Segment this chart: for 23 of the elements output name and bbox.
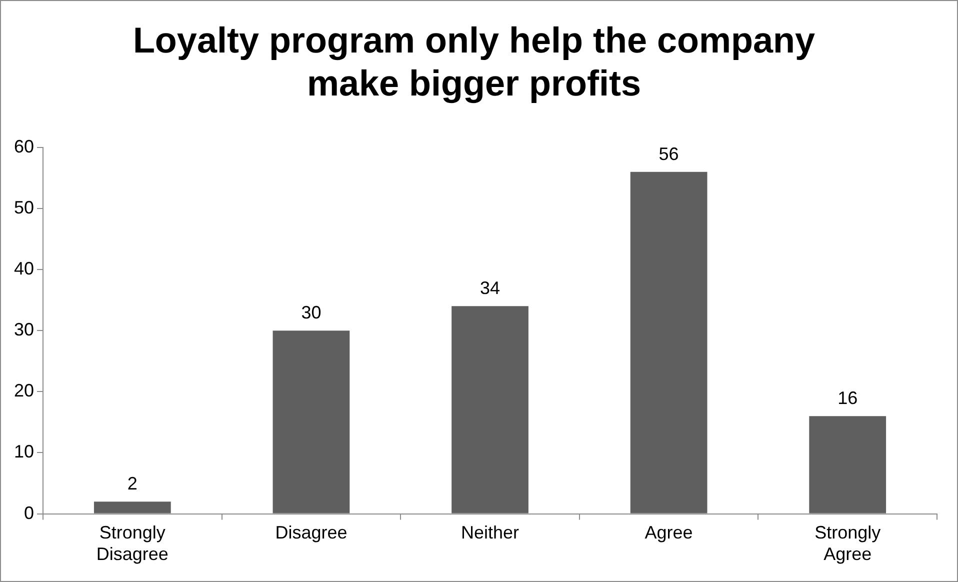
bar [94,502,171,514]
y-tick-label: 50 [14,197,34,218]
x-tick-label: Strongly Agree [814,522,881,564]
x-tick-label: Strongly Disagree [96,522,168,564]
bar [809,416,886,514]
y-tick-label: 20 [14,380,34,401]
data-label: 56 [658,144,679,164]
data-label: 34 [480,278,500,298]
y-tick-label: 10 [14,442,34,462]
y-tick-label: 60 [14,136,34,156]
bar [630,172,708,514]
data-label: 30 [301,302,322,323]
bar [272,330,350,514]
bar [452,306,528,514]
data-label: 16 [838,388,858,408]
y-tick-label: 40 [14,258,34,278]
x-tick-label: Disagree [275,522,348,543]
x-tick-label: Agree [644,522,693,543]
y-tick-label: 0 [24,502,34,523]
x-tick-label: Neither [460,522,520,543]
y-tick-label: 30 [14,320,34,340]
data-label: 2 [127,474,138,494]
chart-title: Loyalty program only help the company make bigger profits [132,20,816,104]
